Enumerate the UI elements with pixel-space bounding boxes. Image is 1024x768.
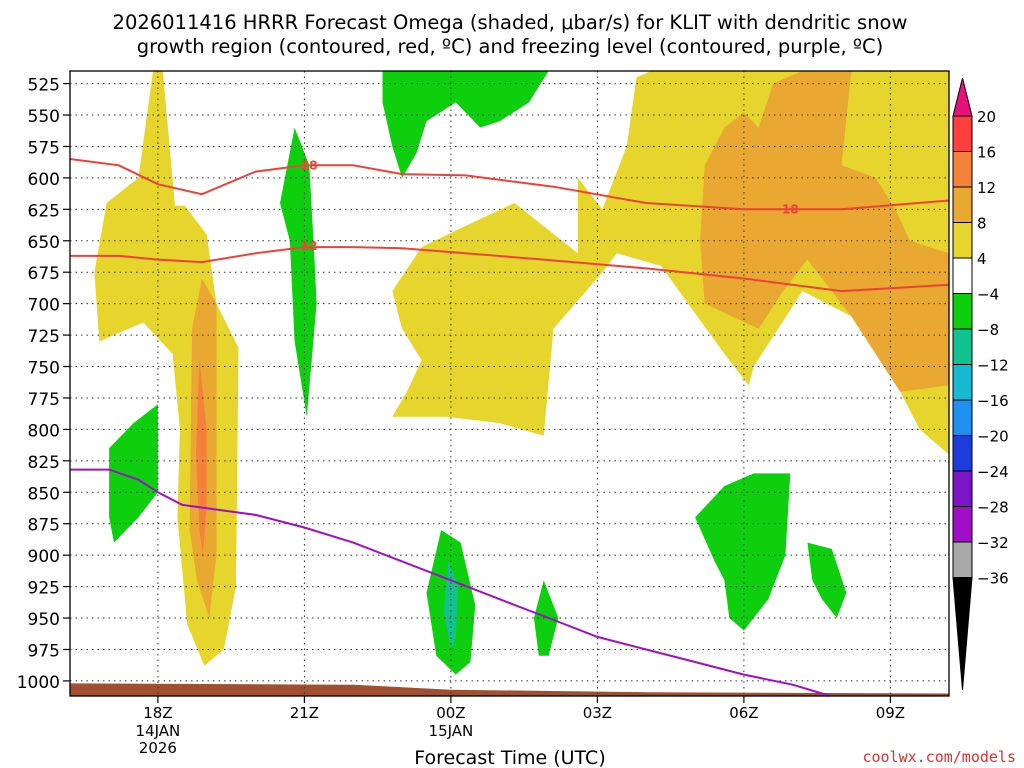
x-tick-label-18Z: 18Z (143, 704, 172, 722)
y-tick-label-625: 625 (28, 201, 60, 221)
credit-text: coolwx.com/models (862, 748, 1016, 766)
plot-frame (69, 70, 950, 697)
colorbar-label-13: −36 (977, 570, 1009, 588)
colorbar-label-1: 16 (977, 144, 996, 162)
colorbar-label-6: −8 (977, 321, 999, 339)
colorbar-swatch-8 (952, 399, 973, 436)
y-tick-label-600: 600 (28, 170, 60, 190)
y-tick-label-775: 775 (28, 390, 60, 410)
colorbar-label-8: −16 (977, 392, 1009, 410)
y-tick-label-850: 850 (28, 484, 60, 504)
colorbar: 20 16 12 8 4 −4 −8 −12 −16 −20 −24 −28 −32 −36 (952, 77, 1009, 691)
dendritic-contour-18-0 (69, 158, 950, 211)
y-axis: 525 550 575 600 625 650 675 700 725 750 775 800 825 8… (17, 76, 70, 693)
contour-label-18-1: 18 (782, 202, 799, 216)
omega-region-11 (807, 542, 847, 618)
colorbar-swatch-9 (952, 435, 973, 472)
terrain-fill (70, 683, 949, 696)
omega-region-3 (700, 71, 949, 392)
x-tick-label-00Z: 00Z (436, 704, 465, 722)
colorbar-swatch-3 (952, 222, 973, 259)
omega-region-6 (280, 127, 317, 417)
x-tick-label-09Z: 09Z (876, 704, 905, 722)
colorbar-swatch-10 (952, 470, 973, 507)
y-tick-label-975: 975 (28, 641, 60, 661)
colorbar-swatch-2 (952, 186, 973, 223)
colorbar-label-4: 4 (977, 250, 987, 268)
y-tick-label-875: 875 (28, 516, 60, 536)
omega-regions (94, 71, 949, 675)
colorbar-swatch-1 (952, 151, 973, 188)
y-tick-label-900: 900 (28, 547, 60, 567)
contour-label-12-0: 12 (301, 239, 318, 253)
x-axis-title: Forecast Time (UTC) (414, 747, 605, 768)
y-tick-label-950: 950 (28, 610, 60, 630)
x-tick-label-03Z: 03Z (583, 704, 612, 722)
x-tick-label-21Z: 21Z (290, 704, 319, 722)
colorbar-swatch-12 (952, 541, 973, 578)
colorbar-label-11: −28 (977, 499, 1009, 517)
y-tick-label-750: 750 (28, 359, 60, 379)
y-tick-label-675: 675 (28, 264, 60, 284)
y-tick-label-575: 575 (28, 138, 60, 158)
terrain-layer (70, 683, 949, 696)
y-tick-label-525: 525 (28, 76, 60, 96)
y-tick-label-800: 800 (28, 421, 60, 441)
x-tick-year-18Z: 2026 (139, 739, 177, 757)
y-tick-label-1000: 1000 (17, 673, 60, 693)
colorbar-swatch-6 (952, 328, 973, 365)
omega-region-10 (695, 473, 791, 631)
colorbar-swatch-0 (952, 115, 973, 152)
x-tick-date-00Z: 15JAN (429, 722, 474, 740)
colorbar-label-10: −24 (977, 463, 1009, 481)
dendritic-contour-12-1 (70, 246, 950, 293)
omega-region-0 (94, 71, 239, 666)
chart-title-line1: 2026011416 HRRR Forecast Omega (shaded, … (113, 11, 908, 34)
colorbar-label-2: 12 (977, 179, 996, 197)
chart-title-line2: growth region (contoured, red, ºC) and f… (137, 35, 884, 58)
freezing-level-line (70, 468, 830, 697)
colorbar-swatch-11 (952, 506, 973, 543)
contour-label-18-0: 18 (301, 158, 318, 172)
y-tick-label-925: 925 (28, 579, 60, 599)
dendritic-contours: 18 18 12 (69, 158, 950, 293)
y-tick-label-550: 550 (28, 107, 60, 127)
colorbar-label-7: −12 (977, 357, 1009, 375)
y-tick-label-725: 725 (28, 327, 60, 347)
omega-region-7 (109, 404, 158, 543)
colorbar-label-9: −20 (977, 428, 1009, 446)
colorbar-swatch-5 (952, 293, 973, 330)
freezing-level-layer (70, 468, 830, 697)
y-tick-label-700: 700 (28, 296, 60, 316)
colorbar-label-5: −4 (977, 286, 999, 304)
colorbar-swatch-4 (952, 257, 973, 294)
colorbar-label-0: 20 (977, 108, 996, 126)
colorbar-bottom-arrow (952, 577, 973, 691)
y-tick-label-825: 825 (28, 453, 60, 473)
omega-region-5 (382, 71, 549, 178)
colorbar-top-arrow (952, 77, 973, 117)
y-tick-label-650: 650 (28, 233, 60, 253)
colorbar-swatch-7 (952, 364, 973, 401)
x-tick-label-06Z: 06Z (729, 704, 758, 722)
x-tick-date-18Z: 14JAN (136, 722, 181, 740)
colorbar-label-3: 8 (977, 215, 987, 233)
colorbar-label-12: −32 (977, 534, 1009, 552)
